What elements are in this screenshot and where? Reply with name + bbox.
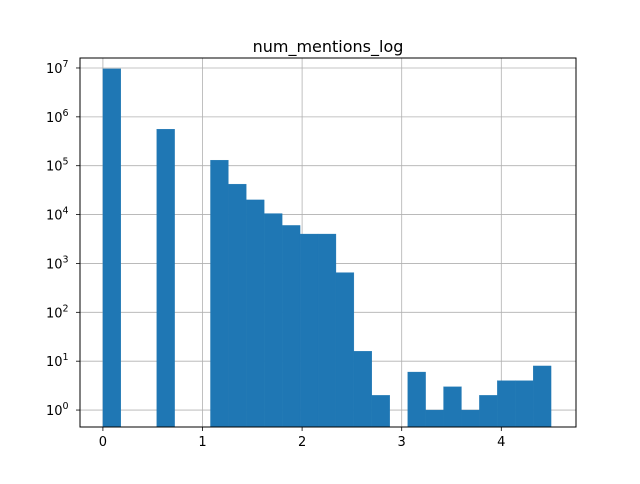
histogram-bar <box>407 371 426 428</box>
histogram-bar <box>533 365 552 428</box>
histogram-bar <box>425 409 444 428</box>
y-tick-label: 105 <box>46 157 69 175</box>
histogram-bar <box>246 199 265 428</box>
y-tick-label: 106 <box>46 108 69 126</box>
histogram-bar <box>228 183 247 428</box>
y-tick-label: 104 <box>46 206 69 224</box>
y-tick-label: 107 <box>46 59 69 77</box>
histogram-bar <box>156 128 175 428</box>
histogram-bar <box>497 380 516 428</box>
y-tick-label: 101 <box>46 352 69 370</box>
y-tick-label: 100 <box>46 401 69 419</box>
histogram-bar <box>443 386 462 428</box>
histogram-bar <box>515 380 534 428</box>
histogram-bar <box>282 225 301 428</box>
histogram-bar <box>353 351 372 428</box>
histogram-bars <box>102 68 552 428</box>
axis-ticks: 0 1 2 3 4 100 101 102 103 104 105 106 107 <box>46 59 505 450</box>
chart-title: num_mentions_log <box>253 37 404 57</box>
histogram-bar <box>210 159 229 428</box>
x-tick-label: 2 <box>298 435 306 450</box>
histogram-bar <box>102 68 121 428</box>
histogram-bar <box>371 395 390 428</box>
x-tick-label: 0 <box>99 435 107 450</box>
x-tick-label: 3 <box>398 435 406 450</box>
x-tick-label: 1 <box>198 435 206 450</box>
y-tick-label: 102 <box>46 303 69 321</box>
histogram-bar <box>299 233 319 428</box>
histogram-bar <box>335 272 355 428</box>
histogram-bar <box>317 233 337 428</box>
histogram-bar <box>461 409 480 428</box>
y-tick-label: 103 <box>46 254 69 272</box>
histogram-bar <box>264 213 283 428</box>
plot-area-frame <box>79 57 577 428</box>
x-tick-label: 4 <box>497 435 505 450</box>
histogram-bar <box>479 395 498 428</box>
